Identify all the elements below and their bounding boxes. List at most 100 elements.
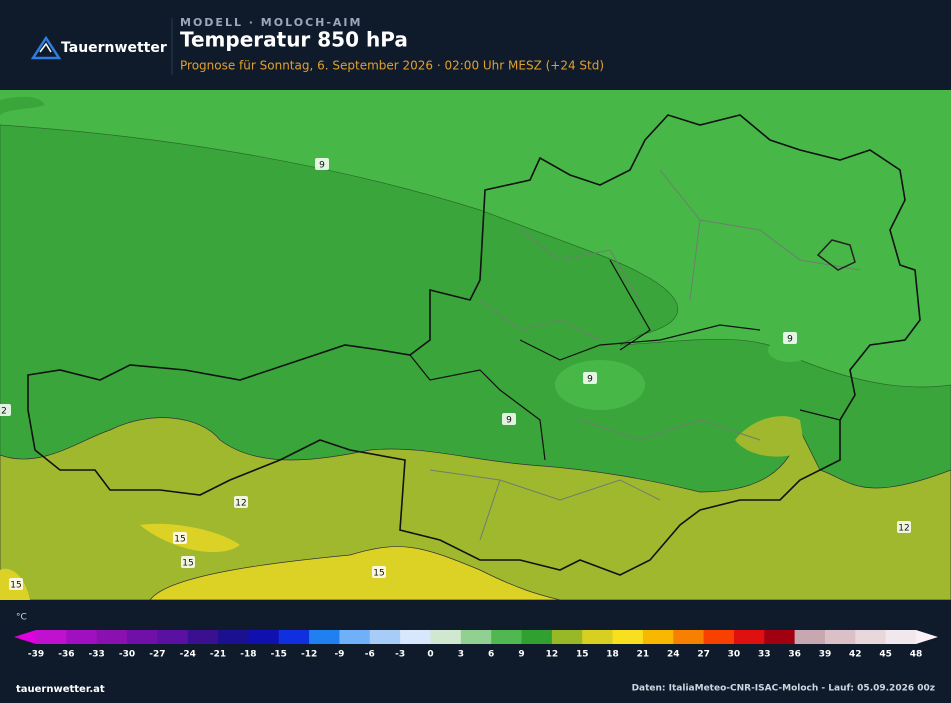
legend-tick-label: 42 — [849, 650, 862, 660]
legend-tick-label: 39 — [819, 650, 832, 660]
contour-label: 15 — [373, 569, 384, 579]
legend-swatch — [36, 630, 67, 644]
legend-swatch — [460, 630, 492, 644]
legend-swatch — [278, 630, 310, 644]
legend-swatch — [794, 630, 826, 644]
legend-arrow-right — [916, 630, 938, 644]
legend-tick-label: -33 — [89, 650, 105, 660]
contour-label: 9 — [319, 161, 325, 171]
zone-blob — [0, 96, 45, 115]
legend-tick-label: 27 — [697, 650, 710, 660]
legend-swatch — [733, 630, 765, 644]
legend-tick-label: -9 — [334, 650, 344, 660]
contour-label: 9 — [787, 335, 793, 345]
logo-icon — [30, 35, 62, 60]
legend-tick-label: -36 — [58, 650, 74, 660]
contour-label-bg — [173, 532, 187, 544]
legend-tick-label: -24 — [180, 650, 196, 660]
legend-swatch — [764, 630, 796, 644]
legend-tick-label: 21 — [637, 650, 650, 660]
admin-borders — [429, 169, 861, 541]
footer: tauernwetter.at Daten: ItaliaMeteo-CNR-I… — [16, 684, 935, 696]
brand[interactable]: Tauernwetter — [61, 40, 167, 56]
legend-tick-label: -6 — [365, 650, 375, 660]
legend-tick-label: -39 — [28, 650, 44, 660]
zone-light-blob — [555, 360, 645, 410]
legend-tick-label: -27 — [149, 650, 165, 660]
legend-swatch — [673, 630, 705, 644]
legend-tick-label: 33 — [758, 650, 771, 660]
legend-swatch — [187, 630, 219, 644]
zone-light-blob — [768, 338, 812, 362]
legend-swatch — [430, 630, 462, 644]
legend-swatch — [400, 630, 431, 644]
legend-tick-label: 12 — [546, 650, 559, 660]
legend: °C -39 -36 -33 -30 -27 -24 -21 -18 -15 -12 -9 -6 -3 0… — [14, 613, 938, 660]
city-border — [816, 239, 856, 271]
footer-site[interactable]: tauernwetter.at — [16, 684, 105, 695]
legend-tick-label: -12 — [301, 650, 317, 660]
map: 9 9 9 9 2 12 12 15 15 15 15 — [0, 90, 951, 600]
legend-swatch — [491, 630, 523, 644]
legend-swatch — [339, 630, 371, 644]
legend-tick-label: -30 — [119, 650, 135, 660]
legend-tick-label: 24 — [667, 650, 680, 660]
legend-swatch — [521, 630, 553, 644]
legend-swatch — [582, 630, 614, 644]
contour-label: 9 — [587, 375, 593, 385]
contour-label-bg — [502, 413, 516, 425]
contour-label-bg — [583, 372, 597, 384]
legend-swatch — [96, 630, 128, 644]
legend-swatch — [157, 630, 189, 644]
legend-swatch — [551, 630, 583, 644]
logo-peak — [39, 42, 52, 53]
legend-tick-label: -15 — [271, 650, 287, 660]
contour-label: 9 — [506, 416, 512, 426]
zone-15-18-blob — [140, 523, 240, 553]
legend-swatch — [127, 630, 158, 644]
contour-label: 15 — [174, 535, 185, 545]
legend-swatch — [642, 630, 674, 644]
contour-labels: 9 9 9 9 2 12 12 15 15 15 15 — [0, 158, 911, 591]
model-label: MODELL · MOLOCH-AIM — [180, 16, 362, 29]
zone-12-15-blob — [735, 416, 805, 457]
legend-swatch — [703, 630, 735, 644]
country-border — [27, 114, 921, 576]
contour-label-bg — [897, 521, 911, 533]
legend-swatch — [824, 630, 856, 644]
legend-tick-label: 15 — [576, 650, 589, 660]
contour-label-bg — [234, 496, 248, 508]
legend-tick-label: -3 — [395, 650, 405, 660]
legend-tick-label: 48 — [910, 650, 923, 660]
contour-label: 2 — [1, 407, 7, 417]
legend-tick-label: 3 — [458, 650, 464, 660]
legend-tick-label: 0 — [427, 650, 433, 660]
legend-swatch — [248, 630, 280, 644]
contour-label: 15 — [182, 559, 193, 569]
legend-swatch — [218, 630, 249, 644]
footer-source: Daten: ItaliaMeteo-CNR-ISAC-Moloch - Lau… — [632, 684, 935, 694]
contour-label: 12 — [898, 524, 909, 534]
legend-tick-label: 45 — [879, 650, 892, 660]
legend-swatch — [885, 630, 917, 644]
legend-tick-label: 18 — [606, 650, 619, 660]
legend-tick-label: 6 — [488, 650, 494, 660]
legend-tick-label: 9 — [518, 650, 524, 660]
header: Tauernwetter MODELL · MOLOCH-AIM Tempera… — [30, 16, 604, 75]
state-borders — [409, 259, 841, 461]
title: Temperatur 850 hPa — [180, 28, 408, 52]
legend-swatch — [612, 630, 644, 644]
subtitle: Prognose für Sonntag, 6. September 2026 … — [180, 59, 604, 73]
legend-tick-label: 30 — [728, 650, 741, 660]
legend-arrow-left — [14, 630, 36, 644]
contour-label-bg — [783, 332, 797, 344]
contour-label-bg — [372, 566, 386, 578]
legend-swatch — [855, 630, 887, 644]
legend-unit: °C — [16, 613, 27, 623]
legend-tick-label: -18 — [240, 650, 256, 660]
contour-label: 15 — [10, 581, 21, 591]
zone-15-18 — [149, 546, 561, 600]
